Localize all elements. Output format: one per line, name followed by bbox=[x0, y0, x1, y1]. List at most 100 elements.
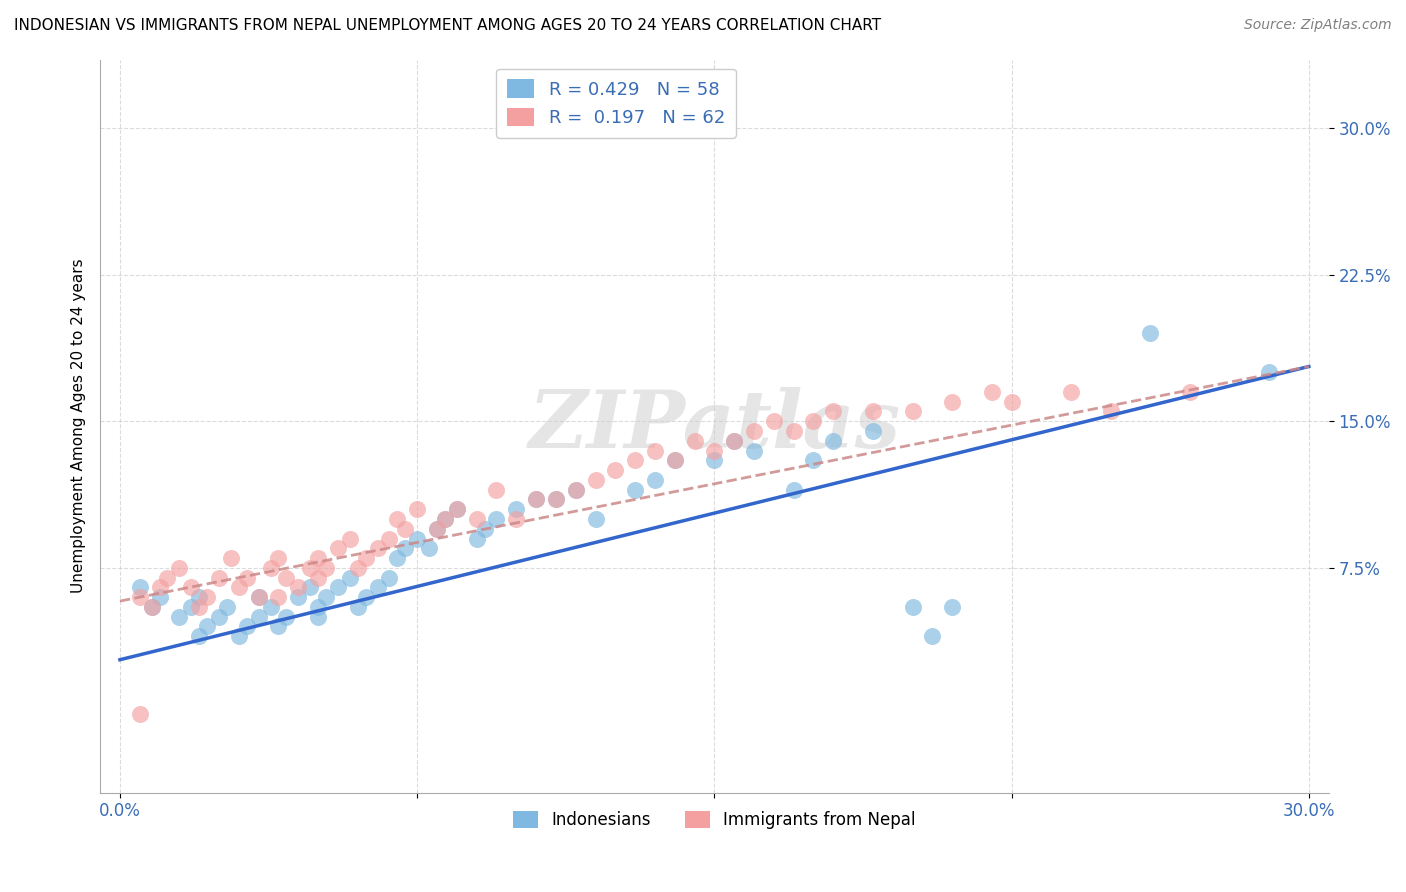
Point bbox=[505, 502, 527, 516]
Point bbox=[941, 394, 963, 409]
Point bbox=[195, 619, 218, 633]
Point bbox=[156, 571, 179, 585]
Point bbox=[544, 492, 567, 507]
Text: ZIPatlas: ZIPatlas bbox=[529, 387, 900, 465]
Point bbox=[247, 590, 270, 604]
Point bbox=[236, 571, 259, 585]
Point bbox=[267, 551, 290, 566]
Point bbox=[394, 522, 416, 536]
Point bbox=[524, 492, 547, 507]
Point bbox=[901, 599, 924, 614]
Point bbox=[901, 404, 924, 418]
Point bbox=[339, 532, 361, 546]
Point bbox=[247, 590, 270, 604]
Point bbox=[485, 483, 508, 497]
Point bbox=[544, 492, 567, 507]
Point bbox=[188, 629, 211, 643]
Point bbox=[605, 463, 627, 477]
Point bbox=[367, 581, 389, 595]
Point bbox=[367, 541, 389, 556]
Point bbox=[354, 551, 377, 566]
Point bbox=[215, 599, 238, 614]
Point bbox=[307, 609, 329, 624]
Y-axis label: Unemployment Among Ages 20 to 24 years: Unemployment Among Ages 20 to 24 years bbox=[72, 259, 86, 593]
Point bbox=[236, 619, 259, 633]
Point bbox=[180, 599, 202, 614]
Point bbox=[1099, 404, 1122, 418]
Point bbox=[169, 609, 191, 624]
Point bbox=[406, 502, 429, 516]
Point bbox=[505, 512, 527, 526]
Point bbox=[339, 571, 361, 585]
Point bbox=[921, 629, 943, 643]
Point bbox=[307, 599, 329, 614]
Point bbox=[1139, 326, 1161, 341]
Point bbox=[188, 599, 211, 614]
Point bbox=[485, 512, 508, 526]
Point bbox=[394, 541, 416, 556]
Point bbox=[276, 609, 298, 624]
Point bbox=[346, 561, 368, 575]
Point bbox=[195, 590, 218, 604]
Point bbox=[287, 581, 309, 595]
Point bbox=[426, 522, 449, 536]
Point bbox=[524, 492, 547, 507]
Point bbox=[141, 599, 163, 614]
Point bbox=[128, 590, 150, 604]
Point bbox=[664, 453, 686, 467]
Point bbox=[148, 581, 170, 595]
Point bbox=[723, 434, 745, 448]
Point bbox=[259, 599, 281, 614]
Point bbox=[446, 502, 468, 516]
Point bbox=[1060, 384, 1083, 399]
Point bbox=[862, 424, 884, 438]
Point bbox=[299, 581, 322, 595]
Point bbox=[247, 609, 270, 624]
Point bbox=[315, 590, 337, 604]
Point bbox=[307, 571, 329, 585]
Point bbox=[378, 571, 401, 585]
Point bbox=[624, 483, 647, 497]
Point bbox=[406, 532, 429, 546]
Point bbox=[823, 404, 845, 418]
Point bbox=[387, 512, 409, 526]
Point bbox=[474, 522, 496, 536]
Point bbox=[418, 541, 440, 556]
Point bbox=[782, 483, 804, 497]
Point bbox=[803, 414, 825, 428]
Point bbox=[141, 599, 163, 614]
Point bbox=[426, 522, 449, 536]
Point bbox=[180, 581, 202, 595]
Point bbox=[378, 532, 401, 546]
Point bbox=[148, 590, 170, 604]
Point bbox=[267, 590, 290, 604]
Point bbox=[723, 434, 745, 448]
Point bbox=[446, 502, 468, 516]
Point bbox=[315, 561, 337, 575]
Point bbox=[1178, 384, 1201, 399]
Point bbox=[1258, 365, 1281, 379]
Text: INDONESIAN VS IMMIGRANTS FROM NEPAL UNEMPLOYMENT AMONG AGES 20 TO 24 YEARS CORRE: INDONESIAN VS IMMIGRANTS FROM NEPAL UNEM… bbox=[14, 18, 882, 33]
Point bbox=[703, 443, 725, 458]
Legend: Indonesians, Immigrants from Nepal: Indonesians, Immigrants from Nepal bbox=[506, 804, 922, 836]
Point bbox=[465, 512, 488, 526]
Point bbox=[585, 473, 607, 487]
Point bbox=[644, 443, 666, 458]
Point bbox=[742, 424, 765, 438]
Point bbox=[762, 414, 785, 428]
Point bbox=[624, 453, 647, 467]
Point bbox=[564, 483, 586, 497]
Point bbox=[326, 541, 349, 556]
Point bbox=[169, 561, 191, 575]
Point bbox=[803, 453, 825, 467]
Point bbox=[703, 453, 725, 467]
Point bbox=[980, 384, 1002, 399]
Point bbox=[465, 532, 488, 546]
Point bbox=[742, 443, 765, 458]
Point bbox=[287, 590, 309, 604]
Point bbox=[782, 424, 804, 438]
Point bbox=[387, 551, 409, 566]
Point bbox=[433, 512, 456, 526]
Point bbox=[128, 581, 150, 595]
Point bbox=[208, 571, 231, 585]
